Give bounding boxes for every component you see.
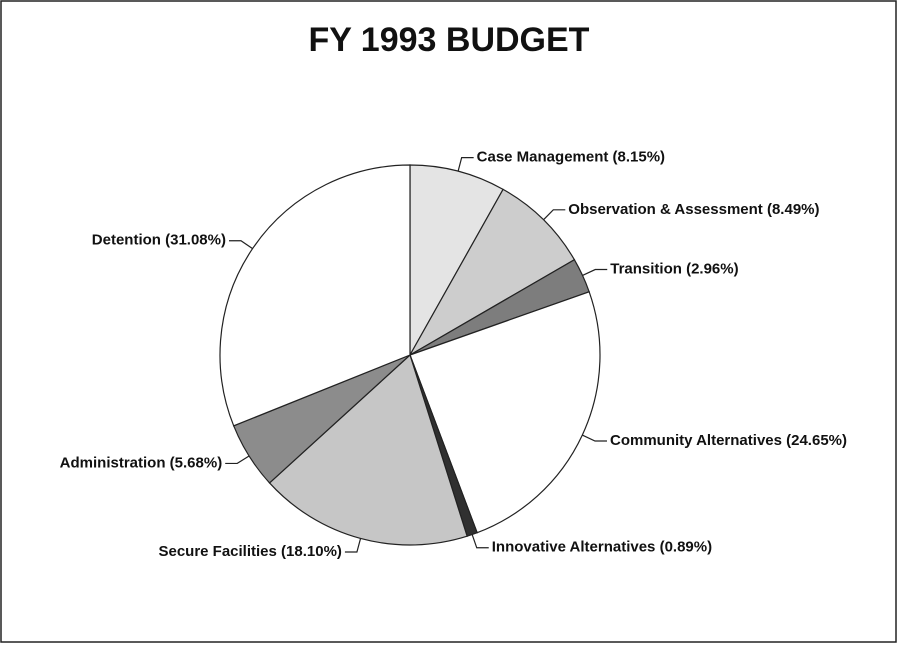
pie-slice	[408, 188, 576, 357]
leader-line	[471, 534, 489, 549]
chart-title: FY 1993 BUDGET	[309, 21, 590, 59]
slice-label: Community Alternatives (24.65%)	[610, 432, 847, 449]
pie-slice	[219, 164, 411, 427]
pie-slice	[409, 164, 504, 358]
leader-line	[228, 240, 253, 250]
slice-label: Secure Facilities (18.10%)	[158, 543, 341, 560]
leader-line	[582, 434, 607, 442]
leader-line	[582, 268, 608, 276]
slice-label: Innovative Alternatives (0.89%)	[492, 539, 712, 556]
slice-label: Case Management (8.15%)	[477, 149, 665, 166]
leader-line	[543, 209, 566, 221]
leader-line	[225, 455, 250, 465]
slice-label: Detention (31.08%)	[92, 232, 226, 249]
pie-slice	[268, 353, 468, 546]
leader-line	[457, 157, 474, 172]
leader-line	[344, 538, 362, 553]
pie-slice	[409, 290, 601, 534]
slice-label: Observation & Assessment (8.49%)	[568, 201, 819, 218]
slice-label: Administration (5.68%)	[60, 454, 223, 471]
slice-label: Transition (2.96%)	[610, 261, 738, 278]
